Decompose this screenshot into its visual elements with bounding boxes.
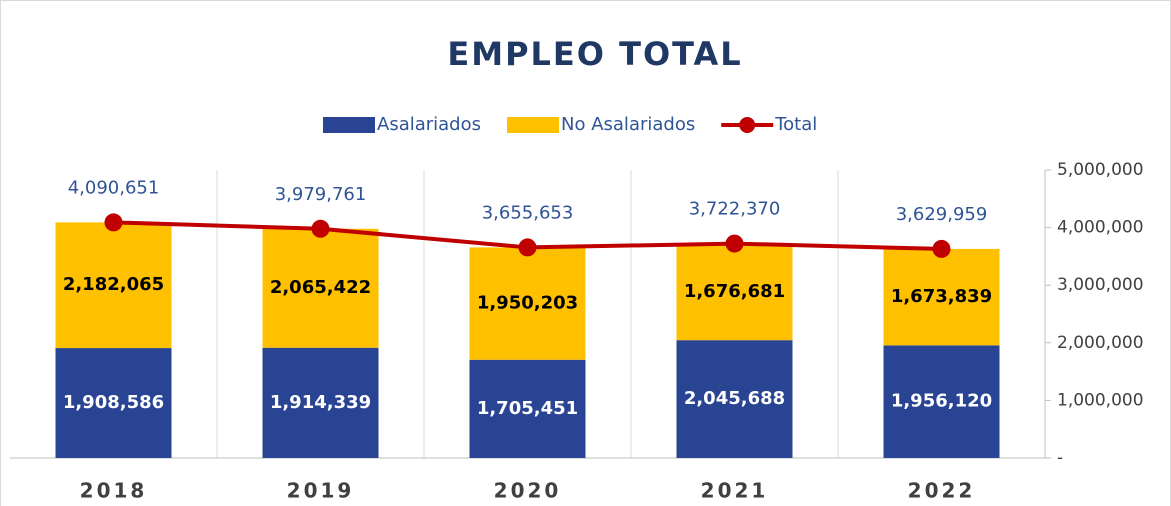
total-marker bbox=[932, 239, 951, 258]
bar-segment bbox=[262, 347, 379, 458]
total-marker bbox=[104, 213, 123, 232]
bar-segment bbox=[55, 222, 172, 349]
total-value-label: 3,722,370 bbox=[689, 199, 781, 220]
bar-segment bbox=[262, 228, 379, 348]
bar-value-label: 1,673,839 bbox=[891, 286, 992, 307]
bar-value-label: 1,950,203 bbox=[477, 293, 578, 314]
bar-value-label: 1,676,681 bbox=[684, 281, 785, 302]
bar-value-label: 1,705,451 bbox=[477, 398, 578, 419]
total-value-label: 3,655,653 bbox=[482, 202, 574, 223]
bar-segment bbox=[676, 243, 793, 341]
legend-marker bbox=[739, 117, 756, 133]
y-tick-label: 3,000,000 bbox=[1057, 275, 1144, 295]
bar-value-label: 2,065,422 bbox=[270, 277, 371, 298]
total-value-label: 3,979,761 bbox=[275, 184, 367, 205]
y-tick-label: 4,000,000 bbox=[1057, 218, 1144, 238]
total-marker bbox=[725, 234, 744, 253]
bar-value-label: 2,045,688 bbox=[684, 388, 785, 409]
bar-segment bbox=[55, 348, 172, 458]
bar-segment bbox=[883, 345, 1000, 458]
total-value-label: 3,629,959 bbox=[896, 204, 988, 225]
total-marker bbox=[311, 219, 330, 238]
total-value-label: 4,090,651 bbox=[68, 177, 160, 198]
y-tick-label: 5,000,000 bbox=[1057, 160, 1144, 180]
x-tick-label: 2018 bbox=[80, 479, 148, 503]
legend-swatch bbox=[323, 117, 375, 133]
y-tick-label: 2,000,000 bbox=[1057, 333, 1144, 353]
legend-label: No Asalariados bbox=[561, 114, 695, 135]
y-tick-label: 1,000,000 bbox=[1057, 390, 1144, 410]
bar-value-label: 1,914,339 bbox=[270, 392, 371, 413]
x-tick-label: 2022 bbox=[908, 479, 976, 503]
legend-label: Asalariados bbox=[377, 114, 481, 135]
total-marker bbox=[518, 238, 537, 257]
y-tick-label: - bbox=[1057, 448, 1063, 468]
legend-label: Total bbox=[774, 114, 817, 135]
bar-value-label: 1,956,120 bbox=[891, 391, 992, 412]
bar-segment bbox=[883, 248, 1000, 346]
bar-value-label: 2,182,065 bbox=[63, 274, 164, 295]
x-tick-label: 2021 bbox=[701, 479, 769, 503]
chart-title: EMPLEO TOTAL bbox=[447, 35, 742, 73]
bar-segment bbox=[676, 340, 793, 458]
bar-segment bbox=[469, 247, 586, 360]
x-tick-label: 2020 bbox=[494, 479, 562, 503]
legend-swatch bbox=[507, 117, 560, 133]
bar-value-label: 1,908,586 bbox=[63, 392, 164, 413]
bar-segment bbox=[469, 359, 586, 458]
x-tick-label: 2019 bbox=[287, 479, 355, 503]
